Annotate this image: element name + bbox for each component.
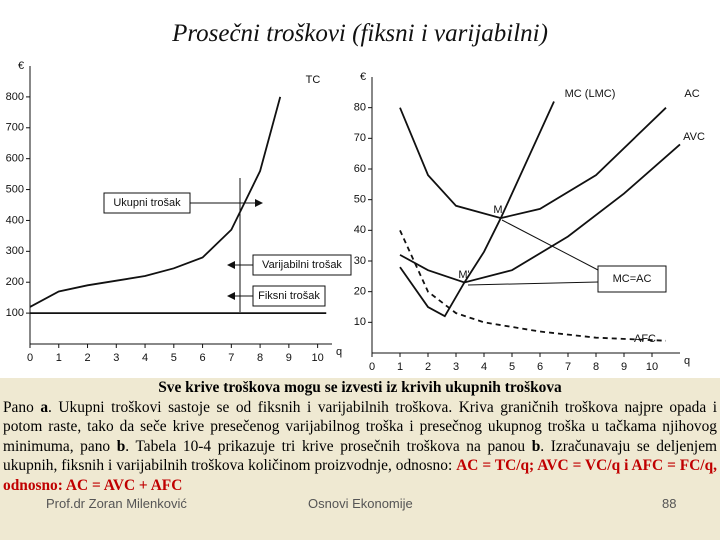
annotation: Ukupni trošak xyxy=(113,197,181,209)
y-tick-label: 70 xyxy=(354,132,366,144)
curve xyxy=(399,229,667,342)
x-tick-label: 10 xyxy=(311,352,323,364)
x-axis-label: q xyxy=(336,346,342,358)
x-tick-label: 2 xyxy=(84,352,90,364)
x-tick-label: 6 xyxy=(200,352,206,364)
y-tick-label: 50 xyxy=(354,194,366,206)
x-tick-label: 9 xyxy=(286,352,292,364)
x-tick-label: 2 xyxy=(425,361,431,373)
annotation: MC=AC xyxy=(613,273,652,285)
y-tick-label: 300 xyxy=(6,245,24,257)
formula: AC = TC/q; AVC = VC/q i AFC = FC/q, odno… xyxy=(3,457,717,494)
x-tick-label: 1 xyxy=(56,352,62,364)
y-tick-label: 200 xyxy=(6,276,24,288)
series-label: AC xyxy=(684,88,699,100)
x-tick-label: 0 xyxy=(369,361,375,373)
y-tick-label: 40 xyxy=(354,224,366,236)
annotation-box xyxy=(597,265,667,293)
footer-course: Osnovi Ekonomije xyxy=(308,496,413,511)
annotation: Varijabilni trošak xyxy=(262,259,342,271)
x-tick-label: 8 xyxy=(593,361,599,373)
y-tick-label: 30 xyxy=(354,255,366,267)
x-tick-label: 1 xyxy=(397,361,403,373)
x-tick-label: 4 xyxy=(142,352,148,364)
slide-title: Prosečni troškovi (fiksni i varijabilni) xyxy=(172,20,548,47)
text: . Izračunavaju se deljenjem ukupnih, fik… xyxy=(3,437,717,475)
y-tick-label: 80 xyxy=(354,102,366,114)
y-tick-label: 60 xyxy=(354,163,366,175)
y-tick-label: 100 xyxy=(6,307,24,319)
curve xyxy=(399,101,555,318)
y-tick-label: 600 xyxy=(6,153,24,165)
curve xyxy=(399,107,667,219)
x-tick-label: 10 xyxy=(646,361,658,373)
y-axis-label: € xyxy=(18,60,24,72)
x-tick-label: 5 xyxy=(171,352,177,364)
curve xyxy=(399,143,681,284)
text-block: Sve krive troškova mogu se izvesti iz kr… xyxy=(0,378,720,540)
x-tick-label: 3 xyxy=(453,361,459,373)
annotation: M' xyxy=(458,269,469,281)
x-tick-label: 7 xyxy=(565,361,571,373)
footer-author: Prof.dr Zoran Milenković xyxy=(46,496,187,511)
text: Pano xyxy=(3,398,41,416)
x-axis-label: q xyxy=(684,355,690,367)
y-tick-label: 10 xyxy=(354,316,366,328)
y-tick-label: 700 xyxy=(6,122,24,134)
text: . Ukupni troškovi sastoje se od fiksnih … xyxy=(3,398,717,455)
x-tick-label: 0 xyxy=(27,352,33,364)
series-label: AFC xyxy=(634,333,656,345)
annotation: Fiksni trošak xyxy=(258,290,320,302)
series-label: AVC xyxy=(683,131,705,143)
y-tick-label: 800 xyxy=(6,91,24,103)
text: b xyxy=(116,437,126,455)
x-tick-label: 3 xyxy=(113,352,119,364)
x-tick-label: 7 xyxy=(228,352,234,364)
text: b xyxy=(531,437,541,455)
pointer xyxy=(501,219,599,271)
text: . Tabela 10-4 prikazuje tri krive proseč… xyxy=(125,437,532,455)
curve xyxy=(29,96,282,308)
series-label: TC xyxy=(306,74,321,86)
x-tick-label: 6 xyxy=(537,361,543,373)
page-number: 88 xyxy=(662,496,677,511)
y-tick-label: 400 xyxy=(6,214,24,226)
pointer xyxy=(467,281,599,286)
x-tick-label: 4 xyxy=(481,361,487,373)
x-tick-label: 9 xyxy=(621,361,627,373)
y-axis-label: € xyxy=(360,71,366,83)
text: a xyxy=(40,398,49,416)
x-tick-label: 8 xyxy=(257,352,263,364)
series-label: MC (LMC) xyxy=(565,88,616,100)
x-tick-label: 5 xyxy=(509,361,515,373)
paragraph: Pano a. Ukupni troškovi sastoje se od fi… xyxy=(3,398,717,496)
y-tick-label: 500 xyxy=(6,183,24,195)
annotation: M xyxy=(493,204,502,216)
y-tick-label: 20 xyxy=(354,286,366,298)
heading: Sve krive troškova mogu se izvesti iz kr… xyxy=(158,379,562,396)
